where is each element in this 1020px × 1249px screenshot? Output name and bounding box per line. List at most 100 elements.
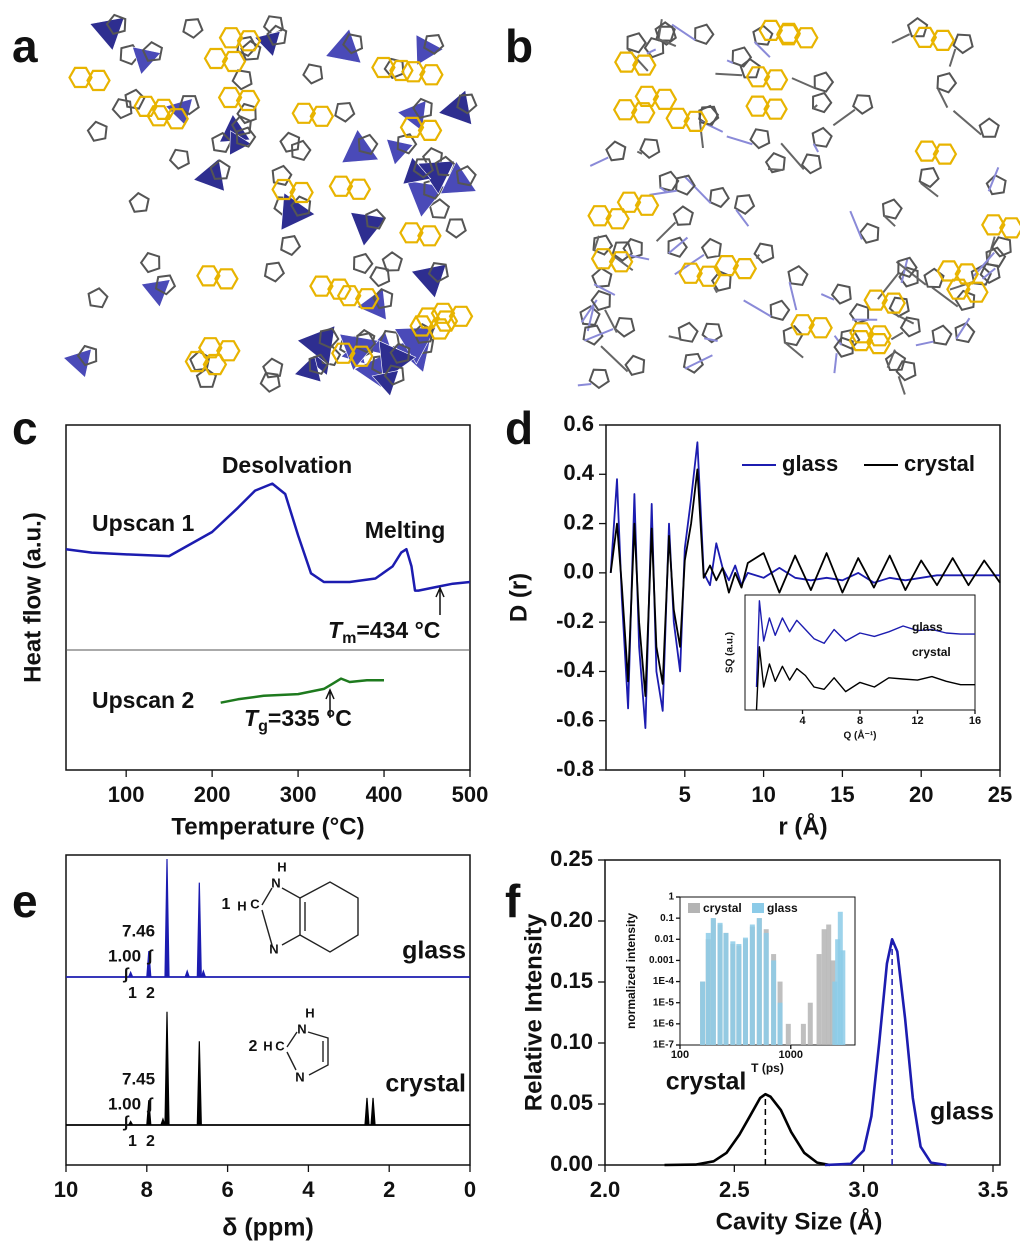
y-tick-label: 0.20 [550, 907, 593, 932]
x-tick-label: 2.0 [590, 1177, 621, 1202]
bond [657, 222, 676, 241]
ring [335, 103, 354, 122]
x-axis-label: δ (ppm) [222, 1214, 314, 1242]
y-tick-label: 1 [668, 892, 674, 903]
ring [813, 128, 832, 147]
bar [723, 933, 728, 1045]
bar [711, 918, 716, 1045]
annotation: ∫ [122, 966, 130, 983]
bond [833, 110, 855, 126]
x-tick-label: 2.5 [719, 1177, 750, 1202]
ring [954, 35, 973, 53]
series-label: glass [930, 1098, 994, 1126]
y-tick-label: 0.0 [563, 559, 594, 584]
bar [822, 929, 827, 1045]
bond [669, 336, 680, 338]
bond [262, 888, 272, 905]
annotation: 1.00 [108, 946, 141, 965]
y-tick-label: 0.2 [563, 509, 594, 534]
ring [813, 93, 831, 112]
ring [733, 48, 751, 67]
series-label: glass [402, 937, 466, 965]
bond [715, 74, 742, 75]
bar [801, 1024, 806, 1045]
bond [700, 122, 703, 148]
ring [303, 65, 322, 84]
x-tick-label: 0 [464, 1177, 476, 1202]
x-axis-label: T (ps) [751, 1061, 784, 1075]
bond [287, 1032, 297, 1047]
x-tick-label: 1000 [779, 1049, 803, 1061]
ring [755, 244, 774, 263]
y-tick-label: 1E-4 [653, 976, 675, 987]
x-tick-label: 400 [366, 782, 403, 807]
y-axis-label: D (r) [505, 573, 532, 622]
atom-label: C [250, 896, 260, 911]
line [665, 1094, 831, 1165]
panel-label: d [505, 402, 533, 454]
annotation: Tg=335 °C [244, 705, 352, 735]
y-tick-label: 1E-6 [653, 1018, 675, 1029]
legend-label: glass [782, 451, 838, 476]
annotation: ∫ [146, 1096, 154, 1113]
annotation: Melting [365, 517, 446, 543]
y-tick-label: 0.1 [660, 913, 674, 924]
annotation-text: =335 °C [268, 705, 352, 731]
bond [888, 350, 895, 368]
y-tick-label: 0.00 [550, 1151, 593, 1176]
x-tick-label: 25 [988, 782, 1012, 807]
series-label: Upscan 2 [92, 687, 194, 713]
ring [751, 129, 770, 148]
peak [201, 971, 205, 977]
x-tick-label: 5 [679, 782, 691, 807]
legend-label: glass [767, 901, 798, 915]
bond [300, 882, 358, 952]
ring [883, 200, 902, 219]
y-axis-label: normalized intensity [624, 913, 638, 1029]
bond [601, 346, 628, 371]
figure: abc100200300400500Temperature (°C)Heat f… [0, 0, 1020, 1249]
bond [590, 158, 608, 166]
bar [736, 944, 741, 1045]
x-axis-label: Q (Å⁻¹) [843, 729, 876, 742]
x-tick-label: 4 [302, 1177, 315, 1202]
ring [281, 236, 300, 255]
x-axis-label: Cavity Size (Å) [716, 1207, 883, 1235]
atom-label: N [295, 1069, 304, 1084]
x-tick-label: 16 [969, 715, 981, 727]
bar [817, 954, 822, 1045]
bond [578, 384, 591, 385]
tetrahedron [194, 159, 225, 191]
peak [365, 1098, 369, 1125]
tetrahedron [411, 264, 446, 298]
bond [850, 211, 862, 239]
ring [640, 139, 659, 158]
ring [130, 193, 149, 212]
x-axis-label: r (Å) [778, 812, 827, 840]
y-axis-label: Relative Intensity [520, 913, 547, 1111]
x-axis-label: Temperature (°C) [171, 813, 364, 840]
atom-label: H [305, 1005, 314, 1020]
peak [161, 1119, 165, 1125]
bar [840, 950, 845, 1045]
atom-label: 2 [249, 1038, 258, 1055]
bar [743, 938, 748, 1045]
ring [815, 73, 833, 92]
peak [129, 1121, 133, 1125]
structure-image [578, 18, 1020, 394]
peak [165, 859, 169, 977]
ring [88, 122, 107, 141]
bar [718, 923, 723, 1045]
ring [273, 166, 292, 185]
ring [702, 239, 721, 258]
legend-label: crystal [703, 901, 742, 915]
bond [282, 888, 300, 945]
y-tick-label: 0.6 [563, 411, 594, 436]
panel-label: c [12, 402, 38, 454]
bar [808, 1003, 813, 1045]
ring [615, 318, 634, 337]
bar [700, 982, 705, 1045]
ring [679, 323, 698, 342]
bond [792, 78, 815, 88]
x-tick-label: 2 [383, 1177, 395, 1202]
